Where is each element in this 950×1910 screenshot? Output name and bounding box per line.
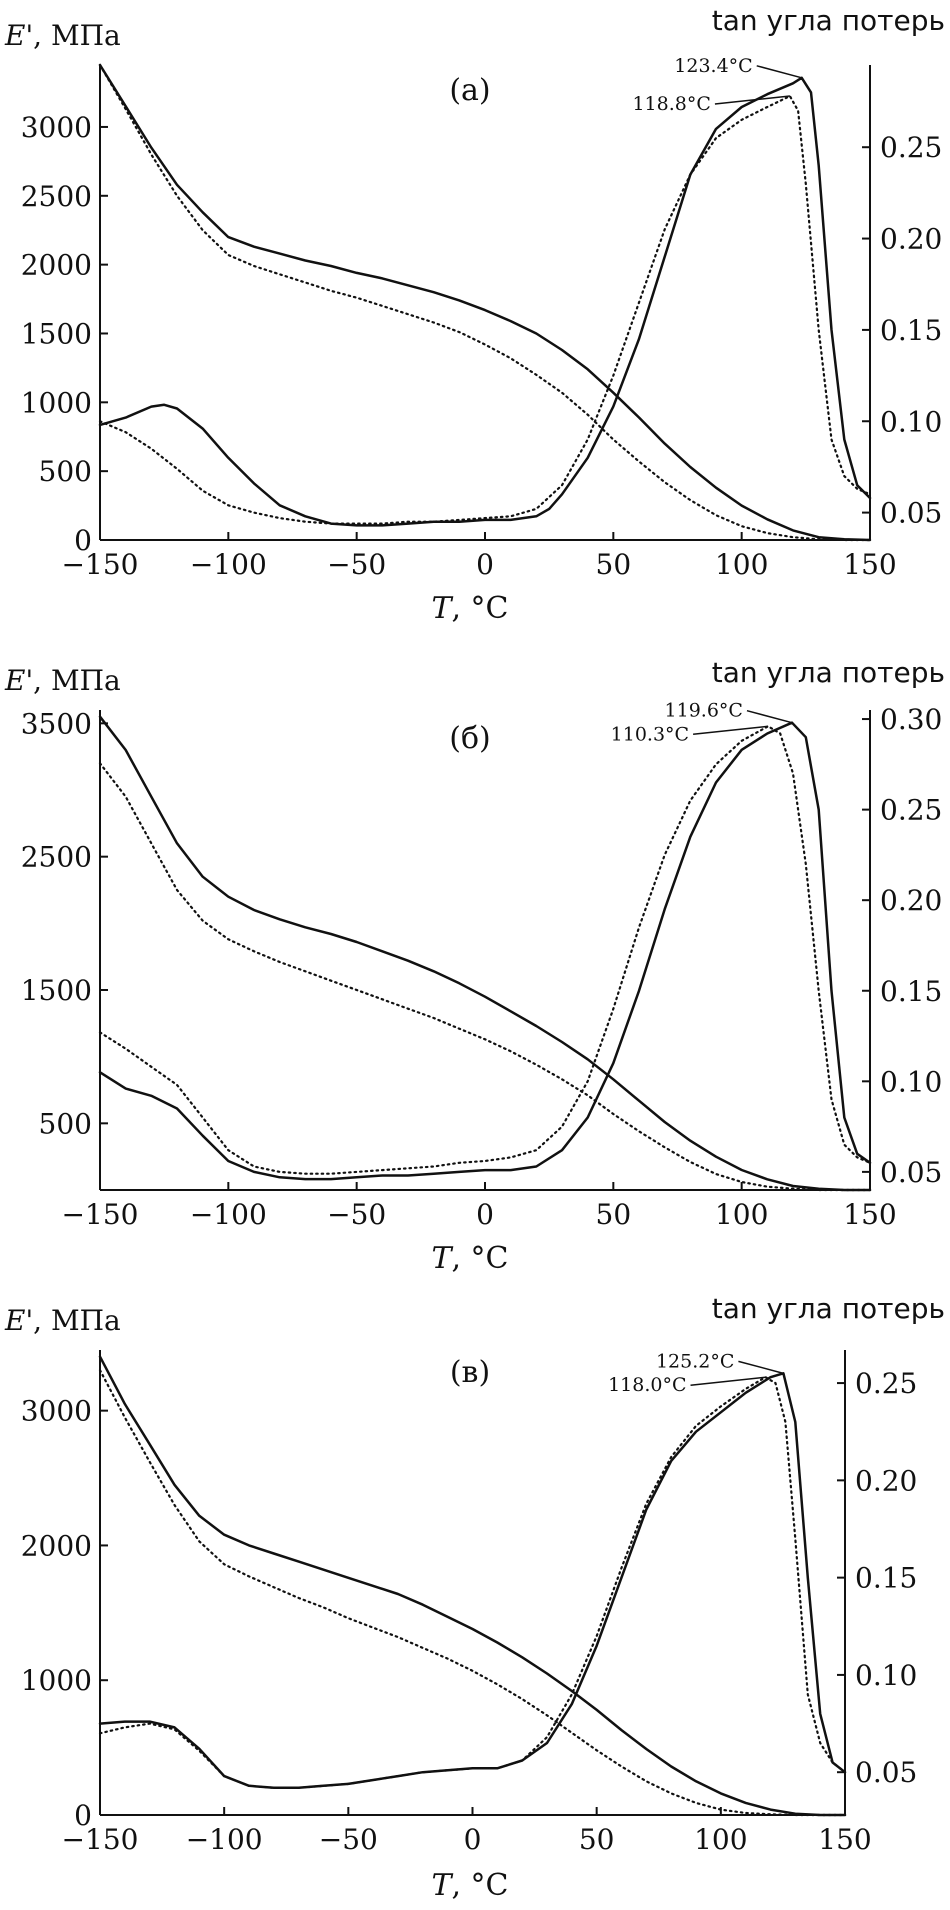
x-tick-label: 100 bbox=[715, 548, 768, 581]
chart-panel-b: E', МПа tan угла потерь (б) T, °C −150 −1… bbox=[4, 656, 945, 1276]
x-tick-label: 50 bbox=[596, 1198, 632, 1231]
y2-tick-label: 0.10 bbox=[880, 1065, 942, 1098]
y-axis-label: E', МПа bbox=[4, 664, 121, 697]
solid-tan-delta-curve bbox=[98, 1372, 847, 1790]
y2-tick-label: 0.20 bbox=[880, 884, 942, 917]
x-tick-label: 150 bbox=[843, 548, 896, 581]
x-tick-label: −100 bbox=[190, 548, 267, 581]
x-axis-label: T, °C bbox=[431, 1241, 508, 1276]
x-tick-label: 50 bbox=[596, 548, 632, 581]
y-tick-label: 1500 bbox=[21, 974, 92, 1007]
y-tick-label: 2500 bbox=[21, 180, 92, 213]
y2-tick-label: 0.15 bbox=[880, 314, 942, 347]
y-tick-label: 2500 bbox=[21, 841, 92, 874]
x-tick-label: −50 bbox=[319, 1823, 378, 1856]
x-tick-label: −150 bbox=[62, 548, 139, 581]
annotation-leader bbox=[738, 1360, 784, 1375]
x-tick-label: 150 bbox=[843, 1198, 896, 1231]
dotted-tan-delta-curve bbox=[98, 1376, 847, 1789]
x-tick-label: −50 bbox=[327, 1198, 386, 1231]
y2-axis-label: tan угла потерь bbox=[712, 4, 945, 37]
y2-tick-label: 0.25 bbox=[880, 131, 942, 164]
y2-tick-label: 0.25 bbox=[855, 1367, 917, 1400]
peak-annotation: 118.0°C bbox=[608, 1374, 686, 1396]
y-tick-label: 2000 bbox=[21, 1529, 92, 1562]
panel-label: (б) bbox=[449, 721, 490, 756]
y-tick-label: 3000 bbox=[21, 111, 92, 144]
x-tick-label: 0 bbox=[476, 548, 494, 581]
panel-label: (в) bbox=[450, 1355, 490, 1390]
x-axis-label: T, °C bbox=[431, 591, 508, 626]
peak-annotation: 110.3°C bbox=[611, 723, 689, 745]
y-tick-label: 2000 bbox=[21, 249, 92, 282]
x-tick-label: 0 bbox=[464, 1823, 482, 1856]
peak-annotation: 125.2°C bbox=[656, 1350, 734, 1372]
peak-annotation: 119.6°C bbox=[665, 700, 743, 722]
y-tick-label: 500 bbox=[39, 1107, 92, 1140]
y2-axis-label: tan угла потерь bbox=[712, 656, 945, 689]
annotation-leader bbox=[746, 709, 793, 724]
chart-panel-a: E', МПа tan угла потерь (а) T, °C −150 −1… bbox=[4, 4, 945, 626]
dotted-modulus-curve bbox=[98, 762, 872, 1192]
dotted-modulus-curve bbox=[98, 63, 872, 542]
dotted-tan-delta-curve bbox=[98, 94, 872, 525]
y-tick-label: 1000 bbox=[21, 386, 92, 419]
solid-modulus-curve bbox=[98, 715, 872, 1192]
y2-tick-label: 0.30 bbox=[880, 703, 942, 736]
y2-tick-label: 0.05 bbox=[880, 497, 942, 530]
x-tick-label: 100 bbox=[694, 1823, 747, 1856]
annotation-leader bbox=[714, 95, 790, 105]
solid-tan-delta-curve bbox=[98, 76, 872, 527]
dotted-tan-delta-curve bbox=[98, 725, 872, 1175]
y2-tick-label: 0.05 bbox=[855, 1756, 917, 1789]
x-tick-label: 50 bbox=[579, 1823, 615, 1856]
x-tick-label: −100 bbox=[186, 1823, 263, 1856]
y2-tick-label: 0.10 bbox=[880, 405, 942, 438]
annotation-leader bbox=[690, 1376, 766, 1386]
y2-tick-label: 0.15 bbox=[855, 1562, 917, 1595]
annotation-leader bbox=[756, 65, 802, 79]
x-tick-label: −150 bbox=[62, 1198, 139, 1231]
y2-tick-label: 0.25 bbox=[880, 794, 942, 827]
peak-annotation: 118.8°C bbox=[632, 93, 710, 115]
solid-tan-delta-curve bbox=[98, 721, 872, 1181]
x-tick-label: −150 bbox=[62, 1823, 139, 1856]
x-tick-label: −50 bbox=[327, 548, 386, 581]
x-axis-label: T, °C bbox=[431, 1868, 508, 1903]
y-axis-label: E', МПа bbox=[4, 1304, 121, 1337]
x-tick-label: 150 bbox=[818, 1823, 871, 1856]
peak-annotation: 123.4°C bbox=[674, 55, 752, 77]
solid-modulus-curve bbox=[98, 63, 872, 542]
x-tick-label: −100 bbox=[190, 1198, 267, 1231]
y-tick-label: 1000 bbox=[21, 1664, 92, 1697]
y-tick-label: 1500 bbox=[21, 317, 92, 350]
y2-tick-label: 0.20 bbox=[855, 1464, 917, 1497]
y-axis-label: E', МПа bbox=[4, 19, 121, 52]
y2-tick-label: 0.05 bbox=[880, 1156, 942, 1189]
x-tick-label: 100 bbox=[715, 1198, 768, 1231]
chart-panel-c: E', МПа tan угла потерь (в) T, °C −150 −1… bbox=[4, 1292, 945, 1903]
annotation-leader bbox=[693, 725, 769, 736]
y2-tick-label: 0.10 bbox=[855, 1659, 917, 1692]
y2-tick-label: 0.15 bbox=[880, 975, 942, 1008]
y-tick-label: 3500 bbox=[21, 707, 92, 740]
solid-modulus-curve bbox=[98, 1355, 847, 1817]
y2-tick-label: 0.20 bbox=[880, 223, 942, 256]
y-tick-label: 3000 bbox=[21, 1395, 92, 1428]
y2-axis-label: tan угла потерь bbox=[712, 1292, 945, 1325]
y-tick-label: 0 bbox=[74, 524, 92, 557]
y-tick-label: 0 bbox=[74, 1799, 92, 1832]
y-tick-label: 500 bbox=[39, 455, 92, 488]
panel-label: (а) bbox=[449, 73, 490, 108]
x-tick-label: 0 bbox=[476, 1198, 494, 1231]
dotted-modulus-curve bbox=[98, 1369, 847, 1817]
